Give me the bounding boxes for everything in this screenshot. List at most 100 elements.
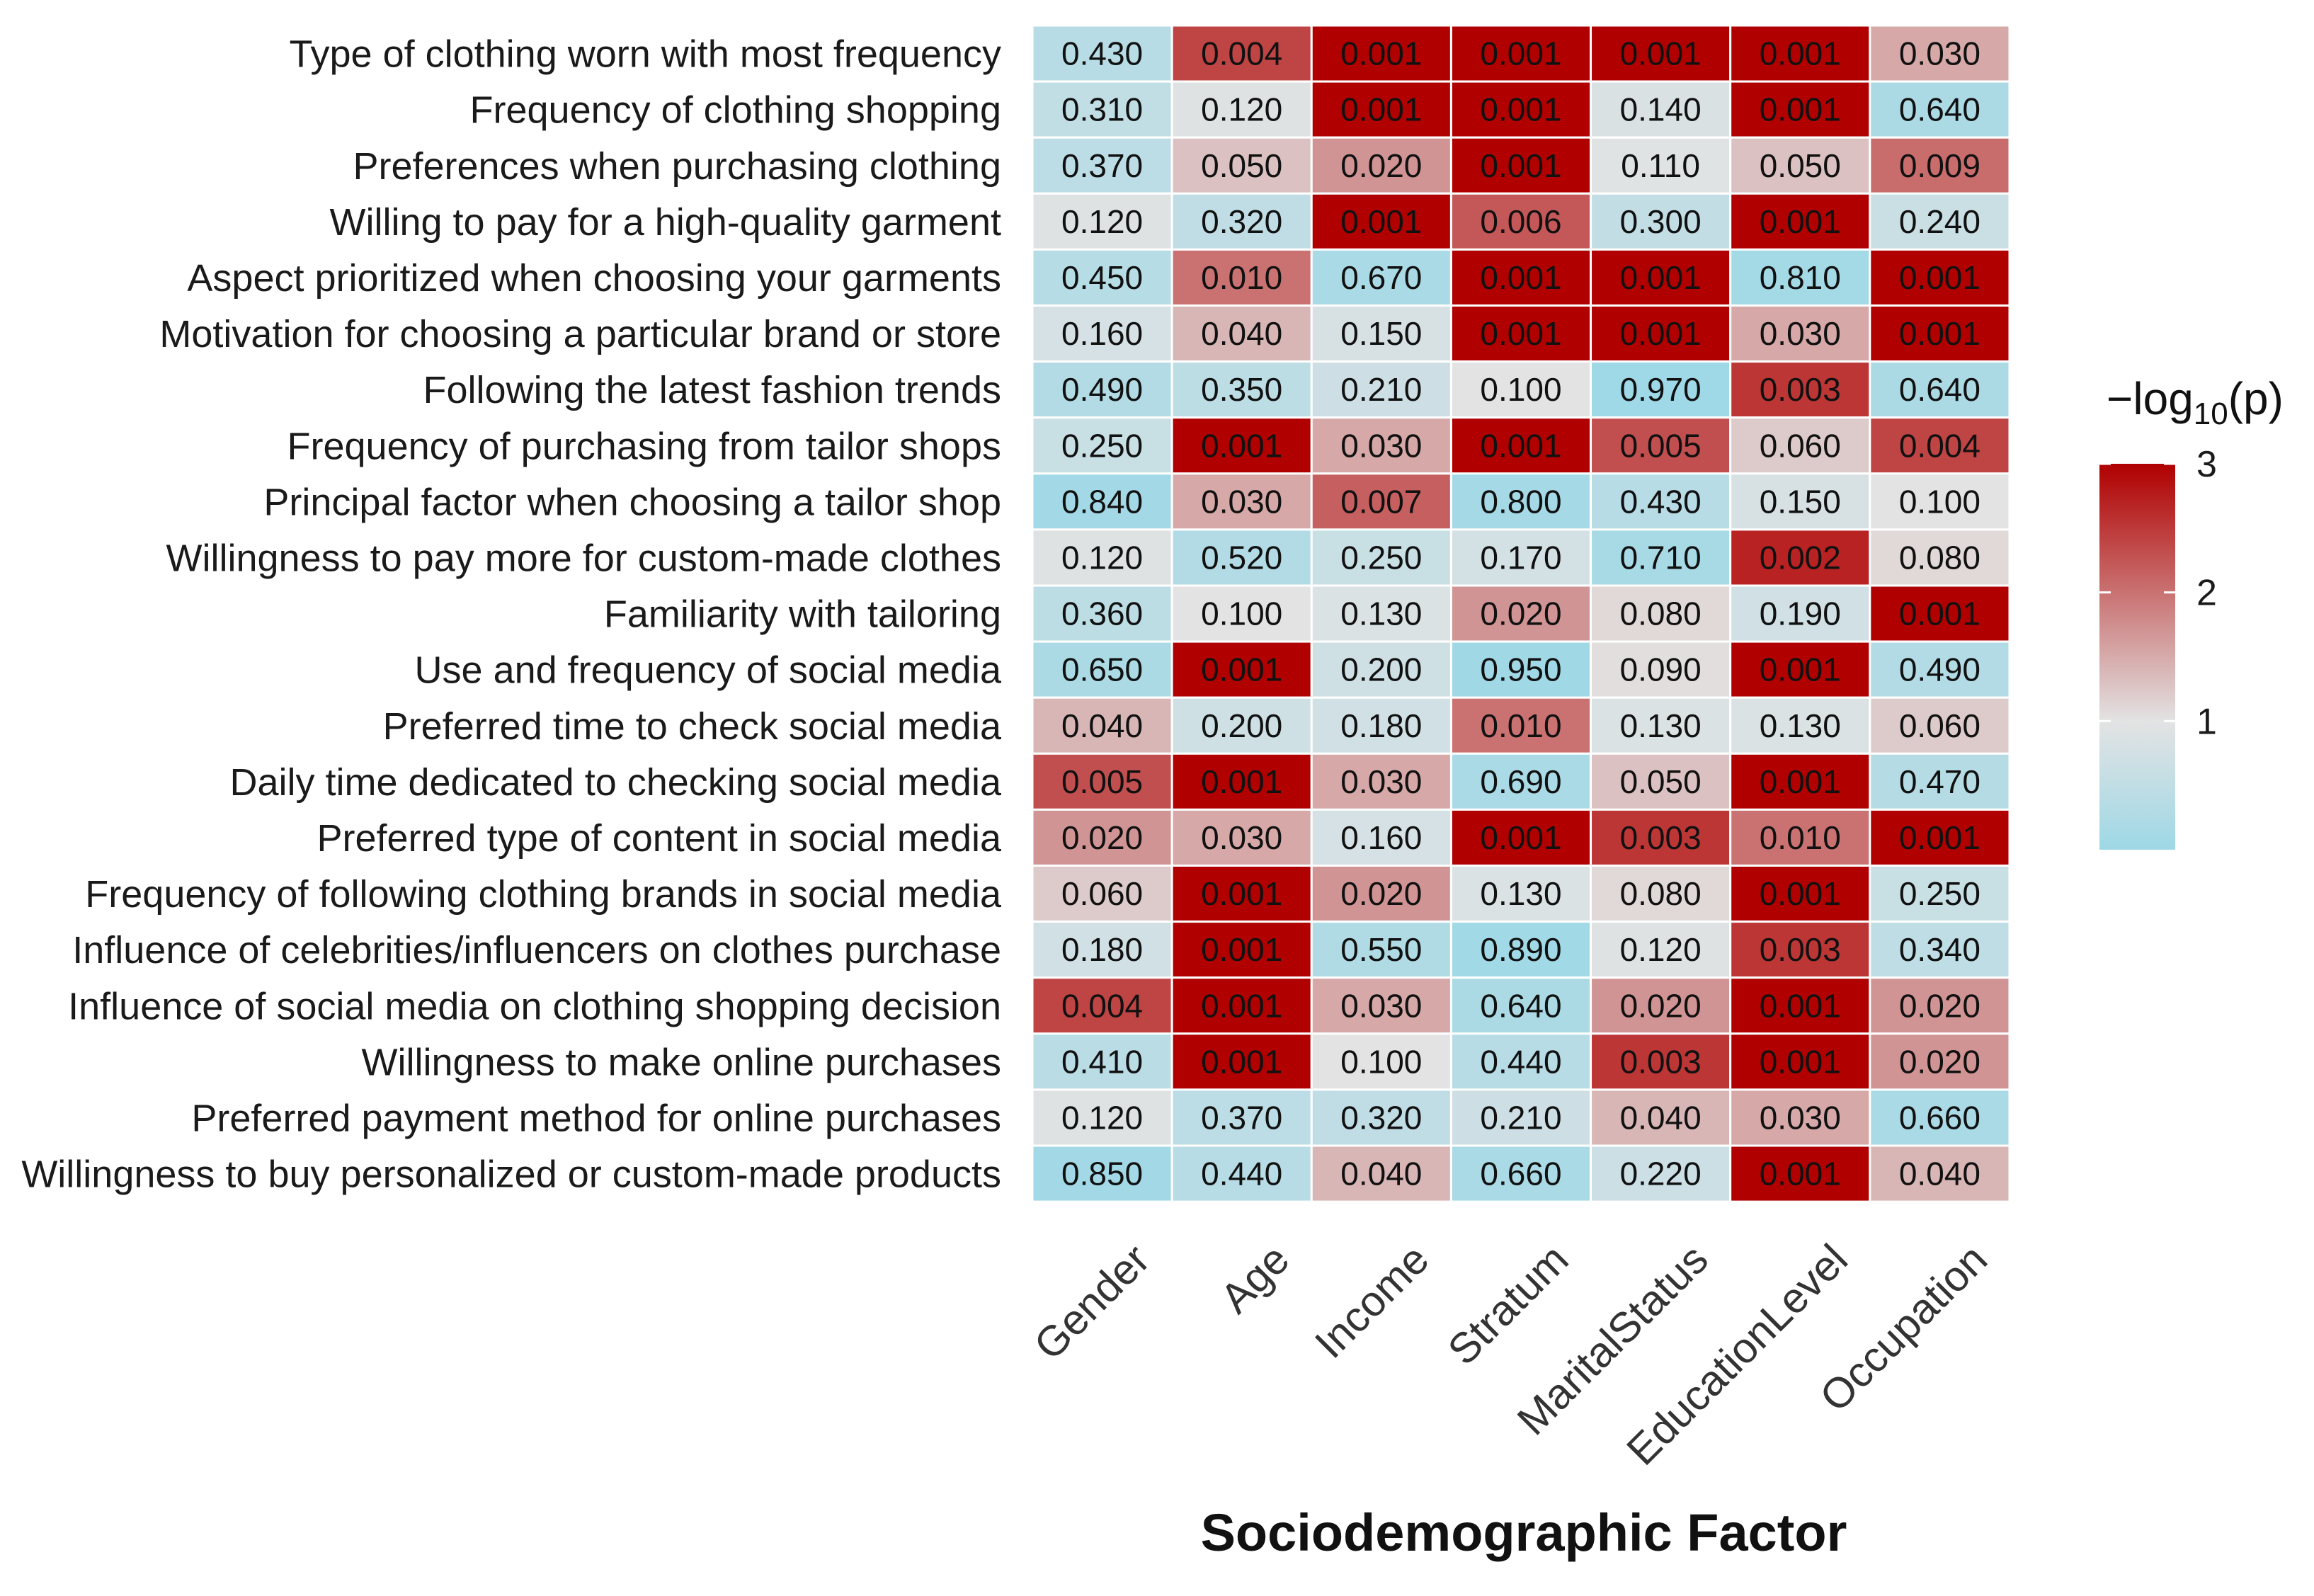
heatmap-cell	[1590, 640, 1732, 699]
cell-value-label: 0.170	[1480, 539, 1561, 576]
heatmap-cell	[1031, 192, 1173, 251]
cell-value-label: 0.040	[1620, 1099, 1702, 1136]
cell-value-label: 0.030	[1201, 483, 1282, 520]
row-label: Influence of social media on clothing sh…	[68, 985, 1001, 1027]
column-label-gender: Gender	[1025, 1235, 1158, 1369]
heatmap-cell	[1031, 248, 1173, 307]
heatmap-cell	[1729, 1088, 1871, 1147]
row-label: Motivation for choosing a particular bra…	[159, 313, 1001, 355]
heatmap-cell	[1729, 136, 1871, 195]
legend-tick-label: 1	[2196, 701, 2217, 742]
heatmap-cell	[1590, 584, 1732, 643]
row-label: Use and frequency of social media	[415, 649, 1002, 692]
heatmap-cell	[1729, 416, 1871, 475]
heatmap-cell	[1310, 360, 1452, 419]
heatmap-cell	[1031, 80, 1173, 139]
cell-value-label: 0.970	[1620, 371, 1702, 408]
heatmap-cell	[1170, 136, 1313, 195]
cell-value-label: 0.640	[1899, 371, 1980, 408]
cell-value-label: 0.001	[1201, 875, 1282, 912]
row-label: Frequency of purchasing from tailor shop…	[287, 425, 1002, 467]
cell-value-label: 0.320	[1340, 1099, 1422, 1136]
cell-value-label: 0.120	[1620, 931, 1702, 968]
cell-value-label: 0.100	[1340, 1043, 1422, 1080]
row-labels: Type of clothing worn with most frequenc…	[21, 33, 1002, 1196]
cell-value-label: 0.040	[1061, 707, 1143, 744]
cell-value-label: 0.130	[1340, 595, 1422, 632]
cell-value-label: 0.410	[1061, 1043, 1143, 1080]
cell-value-label: 0.180	[1340, 707, 1422, 744]
cell-value-label: 0.670	[1340, 259, 1422, 296]
heatmap-cell	[1031, 696, 1173, 755]
cell-value-label: 0.001	[1620, 259, 1702, 296]
cell-value-label: 0.001	[1201, 987, 1282, 1024]
heatmap-cell	[1590, 136, 1732, 195]
column-label-income: Income	[1306, 1235, 1438, 1367]
cell-value-label: 0.020	[1340, 147, 1422, 184]
cell-value-label: 0.850	[1061, 1156, 1143, 1192]
heatmap-cell	[1449, 808, 1592, 867]
column-labels: Gender Age Income StratumMaritalStatusEduca…	[1025, 1235, 1996, 1474]
cell-value-label: 0.001	[1340, 35, 1422, 72]
cell-value-label: 0.660	[1480, 1156, 1561, 1192]
heatmap-cell	[1449, 752, 1592, 811]
cell-value-label: 0.120	[1061, 1099, 1143, 1136]
heatmap-cell	[1729, 752, 1871, 811]
heatmap-cell	[1170, 1144, 1313, 1203]
cell-value-label: 0.040	[1340, 1156, 1422, 1192]
heatmap-cell	[1310, 1032, 1452, 1091]
heatmap-cell	[1310, 1144, 1452, 1203]
cell-value-label: 0.200	[1340, 651, 1422, 688]
heatmap-cell	[1170, 416, 1313, 475]
heatmap-cell	[1590, 696, 1732, 755]
cell-value-label: 0.001	[1899, 819, 1980, 856]
heatmap-cell	[1729, 360, 1871, 419]
cell-value-label: 0.010	[1480, 707, 1561, 744]
cell-value-label: 0.001	[1760, 35, 1841, 72]
cell-value-label: 0.030	[1340, 763, 1422, 800]
cell-value-label: 0.001	[1480, 35, 1561, 72]
cell-value-label: 0.040	[1899, 1156, 1980, 1192]
row-label: Frequency of clothing shopping	[470, 89, 1002, 132]
heatmap-cells: 0.430 0.004 0.001 0.001 0.001 0.001 0.030 0.310…	[1031, 24, 2011, 1203]
cell-value-label: 0.490	[1061, 371, 1143, 408]
cell-value-label: 0.020	[1061, 819, 1143, 856]
cell-value-label: 0.001	[1480, 147, 1561, 184]
row-label: Following the latest fashion trends	[423, 369, 1001, 411]
heatmap-cell	[1590, 1088, 1732, 1147]
cell-value-label: 0.520	[1201, 539, 1282, 576]
cell-value-label: 0.220	[1620, 1156, 1702, 1192]
cell-value-label: 0.001	[1760, 763, 1841, 800]
cell-value-label: 0.130	[1620, 707, 1702, 744]
cell-value-label: 0.240	[1899, 203, 1980, 240]
cell-value-label: 0.030	[1760, 315, 1841, 352]
heatmap-cell	[1869, 136, 2011, 195]
cell-value-label: 0.490	[1899, 651, 1980, 688]
heatmap-cell	[1869, 1144, 2011, 1203]
column-label-stratum: Stratum	[1439, 1235, 1578, 1374]
cell-value-label: 0.660	[1899, 1099, 1980, 1136]
cell-value-label: 0.430	[1061, 35, 1143, 72]
heatmap-cell	[1869, 976, 2011, 1035]
cell-value-label: 0.350	[1201, 371, 1282, 408]
cell-value-label: 0.006	[1480, 203, 1561, 240]
cell-value-label: 0.001	[1760, 203, 1841, 240]
cell-value-label: 0.650	[1061, 651, 1143, 688]
heatmap-cell	[1729, 1032, 1871, 1091]
cell-value-label: 0.090	[1620, 651, 1702, 688]
cell-value-label: 0.130	[1480, 875, 1561, 912]
heatmap-cell	[1869, 752, 2011, 811]
cell-value-label: 0.060	[1061, 875, 1143, 912]
heatmap-cell	[1310, 976, 1452, 1035]
cell-value-label: 0.430	[1620, 483, 1702, 520]
heatmap-cell	[1031, 1032, 1173, 1091]
cell-value-label: 0.003	[1620, 1043, 1702, 1080]
cell-value-label: 0.001	[1201, 1043, 1282, 1080]
cell-value-label: 0.080	[1620, 875, 1702, 912]
cell-value-label: 0.810	[1760, 259, 1841, 296]
heatmap-cell	[1869, 584, 2011, 643]
cell-value-label: 0.050	[1201, 147, 1282, 184]
cell-value-label: 0.840	[1061, 483, 1143, 520]
row-label: Type of clothing worn with most frequenc…	[290, 33, 1002, 76]
heatmap-cell	[1170, 976, 1313, 1035]
